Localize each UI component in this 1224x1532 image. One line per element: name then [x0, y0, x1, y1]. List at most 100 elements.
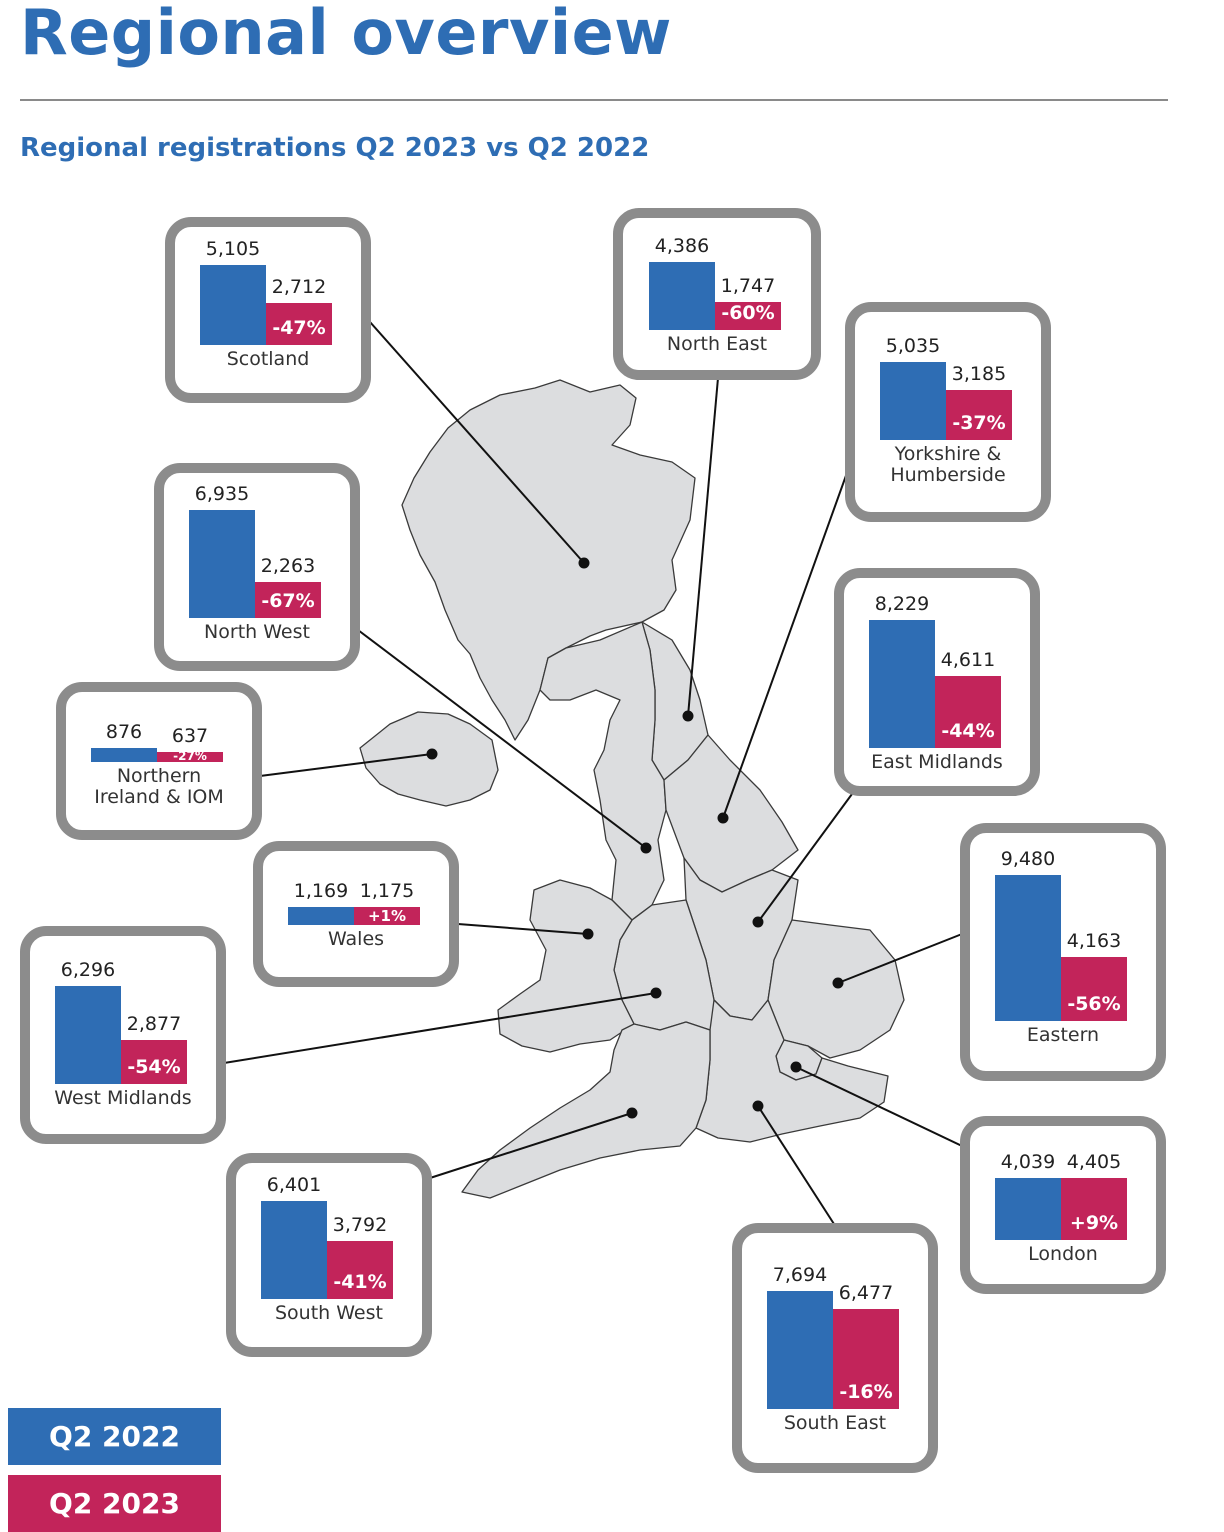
connector-lines: [223, 321, 963, 1225]
value-q2-2023: 2,712: [271, 276, 327, 298]
map-point-yorkshire: [717, 812, 729, 824]
bar-q2-2023: -41%: [327, 1241, 393, 1299]
bar-q2-2023: -56%: [1061, 957, 1127, 1021]
region-card-yorkshire-and-humberside: -37% 5,035 3,185 Yorkshire & Humberside: [845, 302, 1051, 522]
region-name: Wales: [327, 928, 385, 950]
region-card-scotland: -47% 5,105 2,712 Scotland: [165, 217, 371, 403]
change-percent: -60%: [721, 302, 775, 324]
value-q2-2023: 3,185: [951, 363, 1007, 385]
bar-q2-2023: -54%: [121, 1040, 187, 1084]
bar-q2-2023: -47%: [266, 303, 332, 345]
bar-q2-2022: [200, 265, 266, 345]
value-q2-2022: 6,296: [60, 959, 116, 981]
region-name: Yorkshire & Humberside: [890, 443, 1006, 486]
bar-q2-2023: -44%: [935, 676, 1001, 748]
value-q2-2022: 5,035: [885, 335, 941, 357]
value-q2-2023: 6,477: [838, 1282, 894, 1304]
region-card-west-midlands: -54% 6,296 2,877 West Midlands: [20, 926, 226, 1144]
bar-q2-2023: -27%: [157, 749, 223, 763]
change-percent: -47%: [272, 317, 326, 339]
region-name: South East: [783, 1412, 887, 1434]
region-card-south-east: -16% 7,694 6,477 South East: [732, 1223, 938, 1473]
value-q2-2022: 876: [105, 721, 143, 743]
value-q2-2022: 6,401: [266, 1174, 322, 1196]
region-card-south-west: -41% 6,401 3,792 South West: [226, 1153, 432, 1357]
region-card-north-west: -67% 6,935 2,263 North West: [154, 463, 360, 671]
map-region-wales: [497, 879, 635, 1053]
legend-q2-2022: Q2 2022: [8, 1408, 221, 1465]
change-percent: +9%: [1069, 1212, 1119, 1234]
bar-q2-2022: [995, 1178, 1061, 1240]
map-point-west-midlands: [650, 987, 662, 999]
page-title: Regional overview: [20, 0, 672, 69]
map-point-north-west: [640, 842, 652, 854]
bar-q2-2022: [995, 875, 1061, 1021]
map-point-eastern: [832, 977, 844, 989]
change-percent: -27%: [173, 749, 207, 763]
value-q2-2022: 6,935: [194, 483, 250, 505]
map-landmass: [359, 379, 905, 1199]
value-q2-2022: 7,694: [772, 1264, 828, 1286]
bar-q2-2023: -37%: [946, 390, 1012, 440]
map-region-north-west: [539, 621, 667, 921]
bar-q2-2022: [767, 1291, 833, 1409]
bar-q2-2022: [649, 262, 715, 330]
bar-q2-2022: [261, 1201, 327, 1299]
region-name: London: [1028, 1243, 1098, 1265]
bar-q2-2022: [288, 907, 354, 925]
region-name: North West: [204, 621, 310, 643]
bar-q2-2023: -60%: [715, 302, 781, 330]
value-q2-2023: 2,877: [126, 1013, 182, 1035]
value-q2-2023: 4,163: [1066, 930, 1122, 952]
region-card-eastern: -56% 9,480 4,163 Eastern: [960, 823, 1166, 1081]
value-q2-2022: 1,169: [293, 880, 349, 902]
change-percent: +1%: [367, 907, 407, 925]
bar-q2-2023: +9%: [1061, 1178, 1127, 1240]
legend-q2-2023: Q2 2023: [8, 1475, 221, 1532]
map-region-northern-ireland: [359, 711, 499, 807]
bar-q2-2022: [91, 748, 157, 762]
region-card-london: +9% 4,039 4,405 London: [960, 1116, 1166, 1294]
value-q2-2022: 4,039: [1000, 1151, 1056, 1173]
change-percent: -16%: [839, 1381, 893, 1403]
change-percent: -41%: [333, 1271, 387, 1293]
value-q2-2022: 8,229: [874, 593, 930, 615]
region-card-wales: +1% 1,169 1,175 Wales: [253, 841, 459, 987]
change-percent: -44%: [941, 720, 995, 742]
chart-subtitle: Regional registrations Q2 2023 vs Q2 202…: [20, 133, 650, 163]
map-point-wales: [582, 928, 594, 940]
title-divider: [20, 99, 1168, 101]
change-percent: -37%: [952, 412, 1006, 434]
region-name: North East: [666, 333, 768, 355]
change-percent: -67%: [261, 590, 315, 612]
map-point-east-midlands: [752, 916, 764, 928]
region-name: Northern Ireland & IOM: [94, 765, 224, 808]
region-name: West Midlands: [54, 1087, 192, 1109]
map-point-north-east: [682, 710, 694, 722]
bar-q2-2023: -16%: [833, 1309, 899, 1409]
bar-q2-2022: [189, 510, 255, 618]
map-point-scotland: [578, 557, 590, 569]
value-q2-2023: 2,263: [260, 555, 316, 577]
value-q2-2023: 1,175: [359, 880, 415, 902]
map-region-eastern: [767, 919, 905, 1059]
map-region-south-west: [461, 1021, 711, 1199]
bar-q2-2022: [869, 620, 935, 748]
region-name: South West: [275, 1302, 383, 1324]
value-q2-2023: 1,747: [720, 275, 776, 297]
region-card-east-midlands: -44% 8,229 4,611 East Midlands: [834, 568, 1040, 796]
map-point-south-east: [752, 1100, 764, 1112]
value-q2-2022: 5,105: [205, 238, 261, 260]
region-name: East Midlands: [871, 751, 1003, 773]
value-q2-2022: 4,386: [654, 235, 710, 257]
region-name: Eastern: [1026, 1024, 1100, 1046]
bar-q2-2022: [55, 986, 121, 1084]
region-name: Scotland: [226, 348, 310, 370]
map-point-northern-ireland: [426, 748, 438, 760]
bar-q2-2023: -67%: [255, 582, 321, 618]
map-point-south-west: [626, 1107, 638, 1119]
bar-q2-2023: +1%: [354, 907, 420, 925]
bar-q2-2022: [880, 362, 946, 440]
value-q2-2022: 9,480: [1000, 848, 1056, 870]
